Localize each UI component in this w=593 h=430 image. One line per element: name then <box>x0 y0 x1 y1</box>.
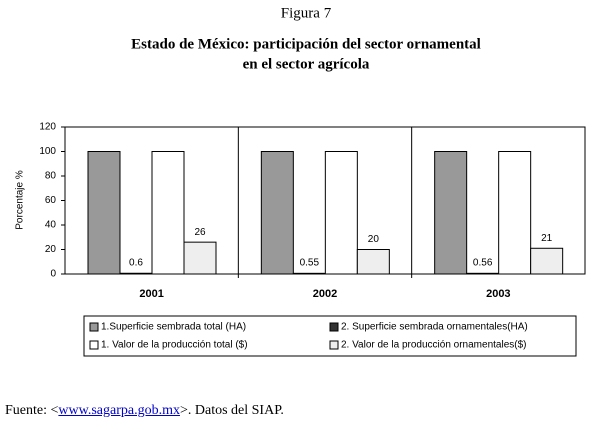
y-tick-label: 40 <box>45 220 57 231</box>
bar <box>151 151 185 275</box>
y-tick-label: 0 <box>50 269 56 280</box>
legend-swatch <box>329 340 339 350</box>
legend-label: 1.Superficie sembrada total (HA) <box>101 322 246 333</box>
data-label: 0.55 <box>300 258 320 269</box>
bar <box>324 151 358 275</box>
source-prefix: Fuente: < <box>5 403 59 418</box>
y-tick-label: 100 <box>39 146 56 157</box>
y-tick-label: 20 <box>45 244 57 255</box>
legend-swatch <box>89 322 99 332</box>
y-tick-label: 80 <box>45 171 57 182</box>
bar <box>87 151 121 275</box>
bar <box>466 272 500 275</box>
source-link[interactable]: www.sagarpa.gob.mx <box>58 403 180 418</box>
source-note: Fuente: <www.sagarpa.gob.mx>. Datos del … <box>5 403 284 419</box>
chart-title: en el sector agrícola <box>243 56 370 72</box>
legend-label: 1. Valor de la producción total ($) <box>101 340 248 351</box>
chart: Figura 7 Estado de México: participación… <box>15 5 586 357</box>
y-axis-label: Porcentaje % <box>15 170 26 230</box>
bar <box>356 249 390 275</box>
bar <box>260 151 294 275</box>
data-label: 0.56 <box>473 258 493 269</box>
x-tick-label: 2001 <box>139 288 163 300</box>
bar <box>292 272 326 275</box>
x-tick-label: 2003 <box>486 288 510 300</box>
data-label: 21 <box>541 233 553 244</box>
legend-swatch <box>89 340 99 350</box>
bar <box>183 241 217 275</box>
bar <box>119 272 153 275</box>
data-label: 20 <box>368 234 380 245</box>
x-tick-label: 2002 <box>313 288 337 300</box>
bar <box>434 151 468 275</box>
y-tick-label: 60 <box>45 195 57 206</box>
legend-label: 2. Superficie sembrada ornamentales(HA) <box>341 322 528 333</box>
legend-label: 2. Valor de la producción ornamentales($… <box>341 340 526 351</box>
bar <box>530 247 564 275</box>
legend-swatch <box>329 322 339 332</box>
bar <box>498 151 532 275</box>
y-tick-label: 120 <box>39 122 56 133</box>
source-suffix: >. Datos del SIAP. <box>179 403 284 418</box>
chart-title: Estado de México: participación del sect… <box>131 36 481 52</box>
data-label: 0.6 <box>129 258 143 269</box>
data-label: 26 <box>194 227 206 238</box>
figure-label: Figura 7 <box>281 5 332 21</box>
